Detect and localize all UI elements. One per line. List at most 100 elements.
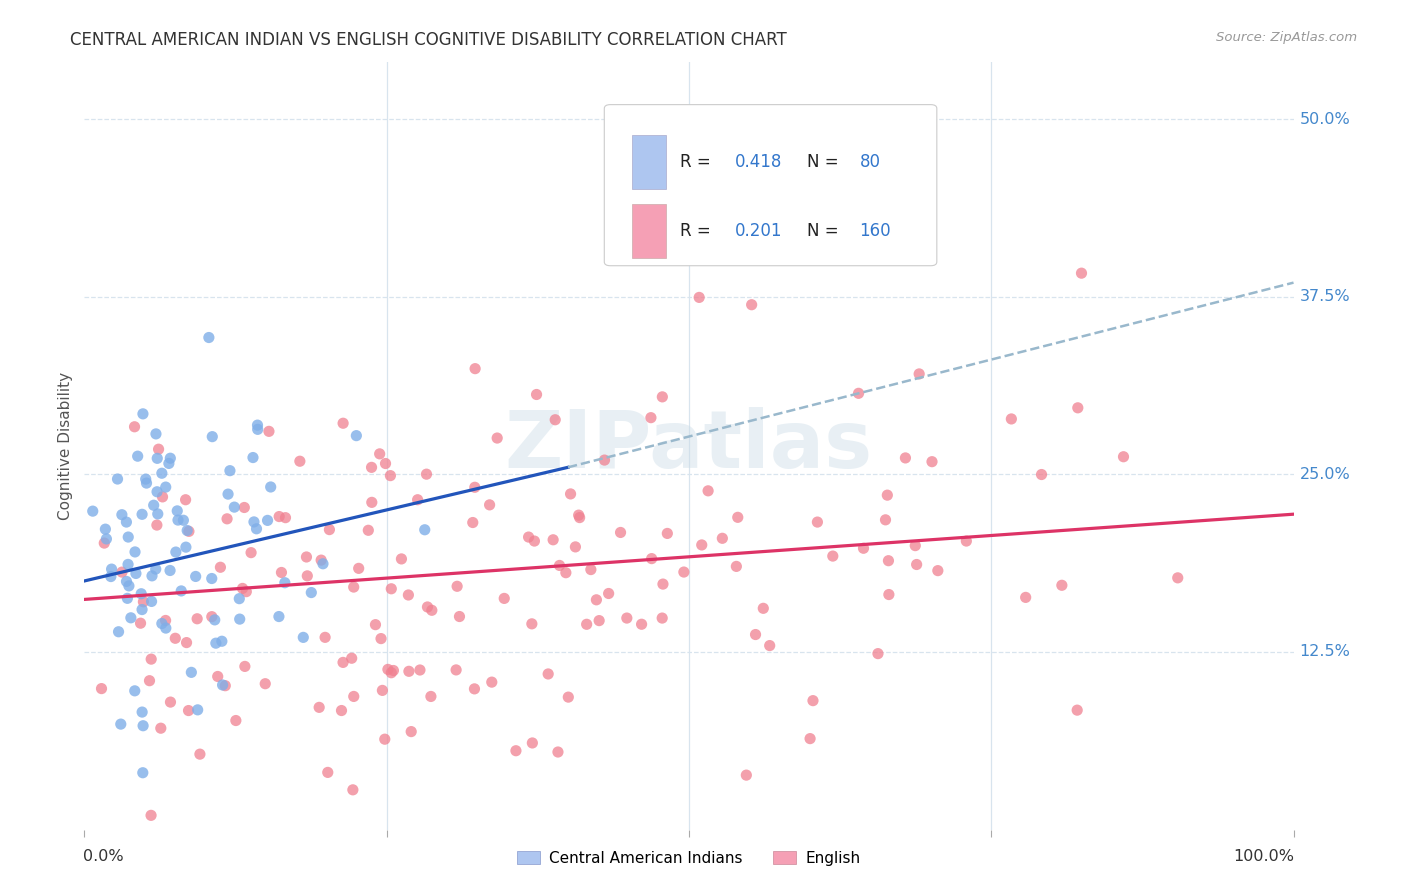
Point	[478, 498, 501, 512]
Point	[132, 765, 155, 780]
Point	[267, 609, 290, 624]
Point	[245, 522, 267, 536]
Point	[176, 524, 198, 538]
Point	[174, 540, 197, 554]
Point	[127, 449, 149, 463]
Point	[188, 747, 211, 761]
Point	[117, 558, 139, 572]
Point	[211, 678, 233, 692]
Point	[207, 669, 229, 683]
Point	[150, 616, 173, 631]
Point	[198, 330, 221, 344]
Point	[155, 480, 177, 494]
Point	[343, 690, 366, 704]
Point	[131, 602, 153, 616]
Point	[396, 588, 419, 602]
Point	[588, 614, 610, 628]
Point	[744, 627, 766, 641]
Point	[464, 361, 486, 376]
Point	[100, 562, 122, 576]
Point	[224, 500, 246, 515]
Point	[630, 617, 652, 632]
Point	[246, 418, 269, 433]
Point	[1014, 591, 1036, 605]
Point	[652, 577, 675, 591]
Point	[741, 298, 763, 312]
Point	[115, 515, 138, 529]
Point	[82, 504, 104, 518]
Point	[420, 603, 443, 617]
Bar	[633, 204, 666, 258]
Point	[332, 656, 354, 670]
Point	[416, 599, 439, 614]
Point	[233, 500, 256, 515]
Point	[651, 390, 673, 404]
Point	[117, 530, 139, 544]
Point	[274, 510, 297, 524]
Point	[374, 457, 396, 471]
Text: 80: 80	[859, 153, 880, 171]
Point	[292, 631, 315, 645]
Point	[187, 703, 209, 717]
Point	[877, 588, 900, 602]
Point	[155, 621, 177, 635]
Point	[270, 566, 292, 580]
Text: R =: R =	[681, 153, 717, 171]
Point	[233, 659, 256, 673]
Point	[905, 558, 928, 572]
Point	[697, 483, 720, 498]
Point	[131, 508, 153, 522]
Point	[1167, 571, 1189, 585]
Point	[159, 564, 181, 578]
Text: 100.0%: 100.0%	[1233, 849, 1295, 863]
Point	[228, 612, 250, 626]
Point	[125, 566, 148, 581]
Y-axis label: Cognitive Disability: Cognitive Disability	[58, 372, 73, 520]
Point	[159, 695, 181, 709]
Point	[201, 430, 224, 444]
Point	[141, 569, 163, 583]
Point	[725, 559, 748, 574]
Point	[419, 690, 441, 704]
Point	[201, 609, 224, 624]
Point	[616, 611, 638, 625]
Point	[131, 705, 153, 719]
Point	[866, 647, 889, 661]
Point	[228, 591, 250, 606]
Point	[461, 516, 484, 530]
Point	[801, 693, 824, 707]
Point	[312, 557, 335, 571]
Point	[894, 450, 917, 465]
Point	[115, 574, 138, 589]
Point	[374, 732, 396, 747]
Point	[568, 510, 591, 524]
Point	[177, 524, 200, 539]
Point	[165, 632, 187, 646]
Point	[146, 518, 169, 533]
Point	[688, 290, 710, 304]
Point	[309, 553, 332, 567]
Point	[640, 410, 662, 425]
Point	[672, 565, 695, 579]
Point	[342, 782, 364, 797]
Point	[124, 683, 146, 698]
Point	[523, 534, 546, 549]
Point	[446, 579, 468, 593]
Point	[242, 450, 264, 465]
Point	[377, 662, 399, 676]
Point	[505, 744, 527, 758]
Point	[486, 431, 509, 445]
Point	[520, 616, 543, 631]
Point	[159, 451, 181, 466]
Point	[564, 540, 586, 554]
Point	[1066, 703, 1088, 717]
Point	[806, 515, 828, 529]
Point	[380, 582, 402, 596]
Point	[1067, 401, 1090, 415]
Point	[308, 700, 330, 714]
Point	[875, 513, 897, 527]
Point	[398, 665, 420, 679]
Point	[288, 454, 311, 468]
Point	[155, 614, 177, 628]
Point	[201, 572, 224, 586]
